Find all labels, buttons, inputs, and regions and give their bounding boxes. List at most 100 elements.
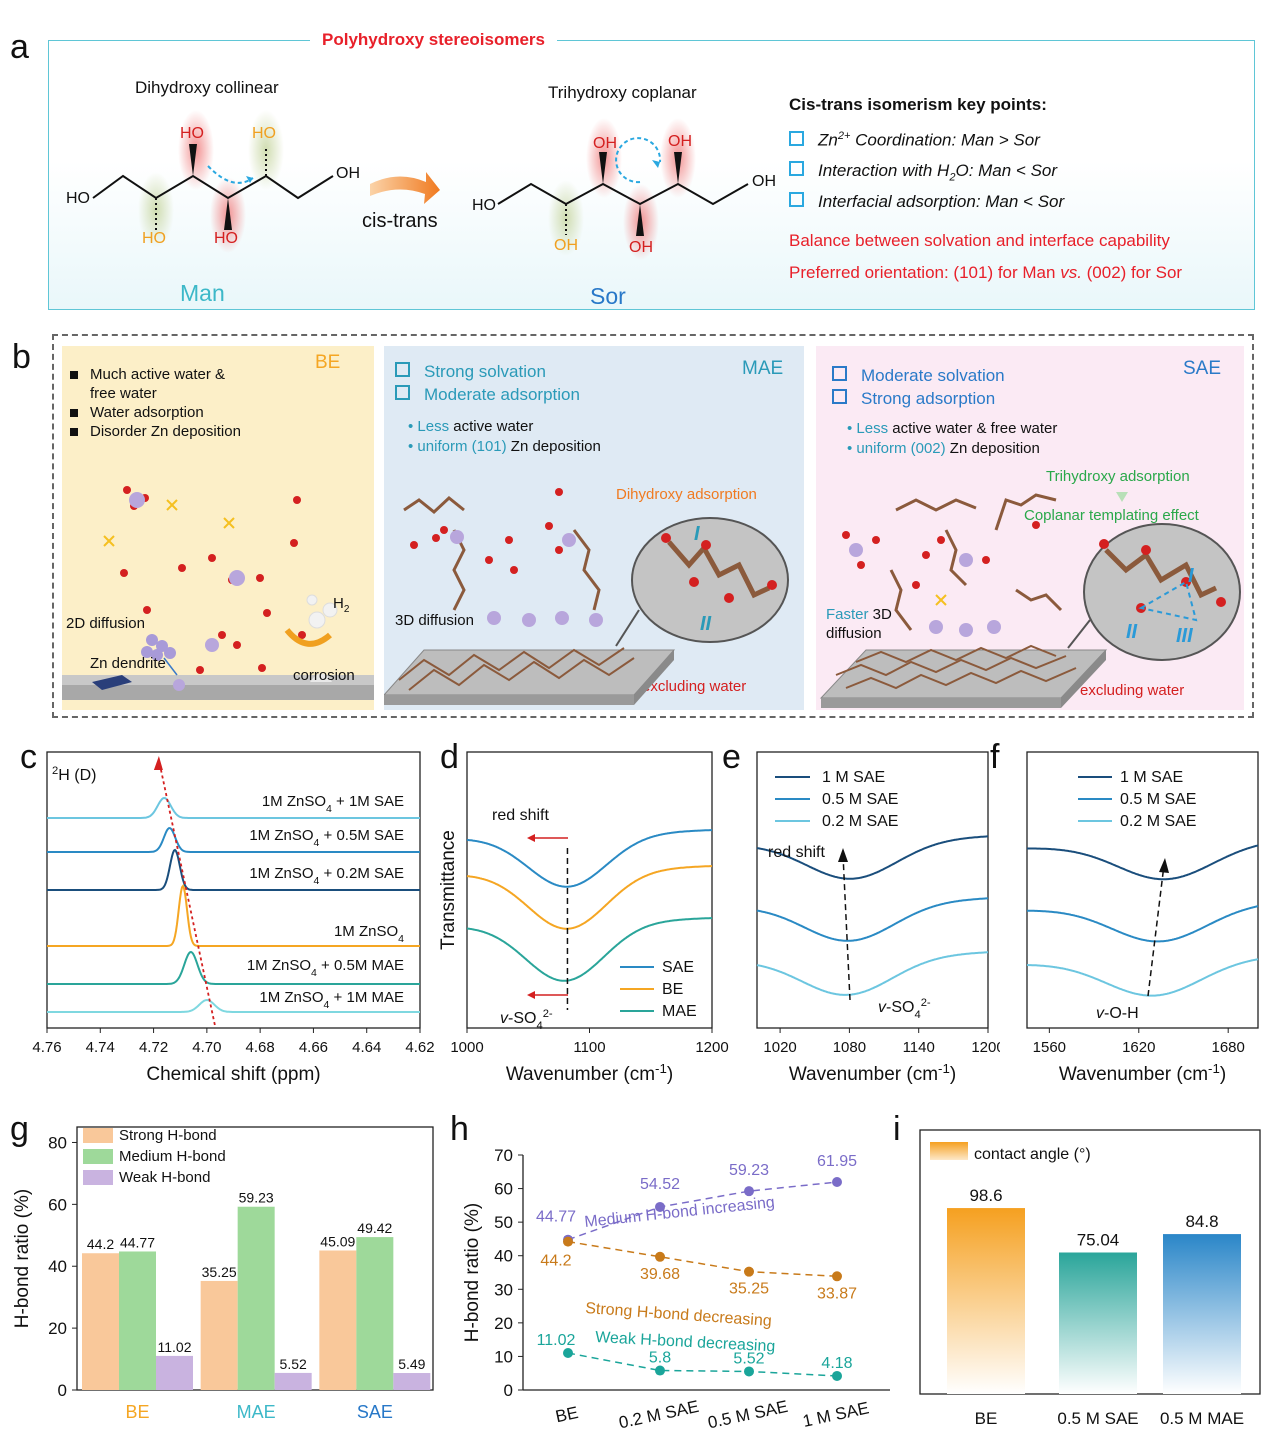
data-point bbox=[744, 1186, 754, 1197]
x-tick-label: 1100 bbox=[573, 1039, 605, 1056]
legend-label: Medium H-bond bbox=[119, 1148, 226, 1165]
series-label: 1M ZnSO4 + 1M MAE bbox=[259, 989, 404, 1011]
key-points-title: Cis-trans isomerism key points: bbox=[789, 95, 1047, 114]
x-tick-label: 1560 bbox=[1033, 1039, 1066, 1056]
panel-label-a: a bbox=[10, 28, 29, 66]
y-tick-label: 30 bbox=[494, 1280, 513, 1299]
series-line bbox=[466, 865, 712, 930]
category-label: BE bbox=[125, 1402, 149, 1422]
data-point-label: 33.87 bbox=[817, 1285, 857, 1302]
panel-a-box bbox=[48, 40, 1255, 310]
data-point-label: 39.68 bbox=[640, 1266, 680, 1283]
legend-label: 0.2 M SAE bbox=[1120, 813, 1196, 830]
y-tick-label: 60 bbox=[48, 1195, 67, 1214]
sor-oh-top2: OH bbox=[668, 133, 692, 150]
man-oh-right: OH bbox=[336, 165, 360, 182]
legend-swatch bbox=[83, 1170, 113, 1185]
chart-f-ftir-oh: 1560 1620 1680 Wavenumber (cm-1) 1 M SAE 0.5 … bbox=[1026, 751, 1259, 1085]
mae-roman-1: I bbox=[694, 523, 700, 545]
series-line bbox=[1027, 905, 1259, 943]
red-shift-arrow-head bbox=[527, 834, 535, 842]
key-point-3: Interfacial adsorption: Man < Sor bbox=[789, 192, 1064, 212]
data-point-label: 5.8 bbox=[649, 1350, 671, 1367]
category-label: BE bbox=[554, 1403, 580, 1426]
bar-value-label: 11.02 bbox=[158, 1339, 192, 1355]
bar-value-label: 75.04 bbox=[1077, 1230, 1120, 1249]
sor-oh-bot2: OH bbox=[629, 239, 653, 256]
data-point bbox=[832, 1370, 842, 1381]
sae-excluding-water: excluding water bbox=[1080, 682, 1185, 699]
bar-value-label: 44.77 bbox=[120, 1234, 155, 1250]
shift-trend-line bbox=[1147, 864, 1165, 997]
bar bbox=[156, 1355, 193, 1390]
panel-label-i: i bbox=[893, 1110, 901, 1148]
sae-tag: SAE bbox=[1183, 358, 1222, 379]
x-tick-label: 4.62 bbox=[405, 1039, 434, 1056]
series-line bbox=[47, 848, 420, 891]
bar-value-label: 5.52 bbox=[280, 1356, 307, 1372]
chart-c-nmr: 4.76 4.74 4.72 4.70 4.68 4.66 4.64 4.62 Chemical… bbox=[32, 751, 435, 1085]
panel-label-d: d bbox=[440, 738, 459, 776]
bar bbox=[119, 1251, 156, 1390]
sae-dot-1: • Less active water & free water bbox=[847, 420, 1058, 437]
series-line bbox=[756, 835, 988, 880]
category-label: 0.5 M SAE bbox=[1057, 1409, 1138, 1428]
series-line bbox=[567, 1181, 838, 1241]
y-tick-label: 80 bbox=[48, 1133, 67, 1152]
x-tick-label: 4.76 bbox=[32, 1039, 61, 1056]
be-h2: H2 bbox=[333, 595, 350, 615]
red-shift-arrow-head-bottom bbox=[527, 991, 535, 999]
bar-value-label: 5.49 bbox=[398, 1356, 425, 1372]
series-label: 1M ZnSO4 bbox=[334, 923, 404, 945]
data-point-label: 11.02 bbox=[537, 1332, 576, 1349]
x-tick-label: 4.66 bbox=[299, 1039, 328, 1056]
key-point-2: Interaction with H2O: Man < Sor bbox=[789, 161, 1057, 183]
sae-trihydroxy-adsorption: Trihydroxy adsorption bbox=[1046, 468, 1190, 485]
chart-i-contact-angle: contact angle (°) 98.6 BE 75.04 0.5 M SAE 84.… bbox=[919, 1129, 1261, 1428]
panel-b-box bbox=[52, 334, 1254, 718]
y-tick-label: 0 bbox=[58, 1381, 67, 1400]
band-label: v-SO42- bbox=[500, 1008, 553, 1032]
series-line bbox=[756, 897, 989, 942]
red-shift-label: red shift bbox=[768, 844, 825, 861]
x-axis-label: Wavenumber (cm-1) bbox=[506, 1061, 673, 1086]
x-axis-label: Wavenumber (cm-1) bbox=[789, 1061, 956, 1086]
data-point bbox=[563, 1348, 573, 1359]
legend-label: 0.5 M SAE bbox=[822, 791, 898, 808]
shift-arrow-head bbox=[153, 756, 163, 770]
plot-frame bbox=[756, 751, 989, 1029]
mae-excluding-water: excluding water bbox=[642, 678, 747, 695]
series-label: 1M ZnSO4 + 1M SAE bbox=[262, 793, 404, 815]
category-label: MAE bbox=[237, 1402, 276, 1422]
molecules-diagram: HO OH HO HO HO HO HO OH OH OH OH OH bbox=[66, 110, 776, 260]
category-label: 1 M SAE bbox=[801, 1398, 871, 1431]
data-point bbox=[563, 1236, 573, 1247]
chart-e-ftir-so4: 1020 1080 1140 1200 Wavenumber (cm-1) 1 M SAE… bbox=[756, 751, 1000, 1086]
data-point-label: 44.77 bbox=[536, 1209, 576, 1226]
legend-label: contact angle (°) bbox=[974, 1146, 1091, 1163]
data-point bbox=[832, 1177, 842, 1188]
bar bbox=[1163, 1234, 1241, 1394]
series-label: 1M ZnSO4 + 0.5M MAE bbox=[247, 957, 404, 979]
data-point bbox=[655, 1365, 665, 1376]
sor-ho-left: HO bbox=[472, 197, 496, 214]
bar bbox=[237, 1206, 275, 1390]
y-axis-label: H-bond ratio (%) bbox=[12, 1189, 33, 1328]
series-line bbox=[47, 827, 420, 853]
series-line bbox=[567, 1240, 838, 1278]
shift-trend-line bbox=[158, 759, 216, 1026]
x-tick-label: 1200 bbox=[695, 1039, 728, 1056]
data-point-label: 54.52 bbox=[640, 1176, 680, 1193]
x-tick-label: 1200 bbox=[971, 1039, 1000, 1056]
y-tick-label: 50 bbox=[494, 1213, 513, 1232]
category-label: 0.2 M SAE bbox=[617, 1397, 700, 1432]
x-tick-label: 1000 bbox=[450, 1039, 483, 1056]
data-point bbox=[655, 1201, 665, 1212]
x-tick-label: 4.68 bbox=[246, 1039, 275, 1056]
mae-check-2: Moderate adsorption bbox=[395, 385, 580, 405]
category-label: 0.5 M MAE bbox=[1160, 1409, 1244, 1428]
sor-name: Sor bbox=[590, 283, 626, 309]
mae-roman-2: II bbox=[700, 613, 712, 635]
man-caption: Dihydroxy collinear bbox=[135, 78, 279, 97]
sae-templating-effect: Coplanar templating effect bbox=[1024, 507, 1199, 524]
